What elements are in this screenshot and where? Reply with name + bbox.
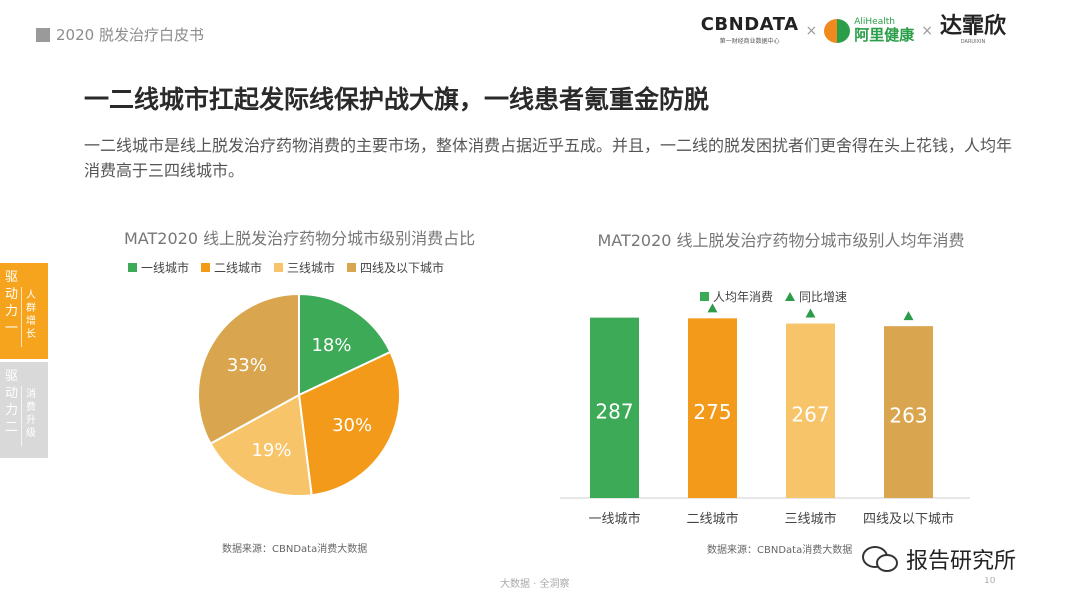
bar-legend-label: 人均年消费 [713,290,774,304]
header-label: 2020 脱发治疗白皮书 [36,24,204,45]
side-tab-driver-2[interactable]: 驱动力二 消费升级 [0,362,48,458]
legend-swatch-icon [128,263,137,272]
side-tab-main-label: 驱动力一 [5,270,19,336]
bar-legend-item: 同比增速 [785,288,847,305]
pie-slice [197,292,300,446]
pie-legend-item: 一线城市 [128,259,189,276]
side-tab-divider [21,287,22,347]
legend-swatch-icon [201,263,211,272]
pie-chart: 18% 30% 19% 33% [197,292,401,497]
logo-separator: × [805,22,818,39]
bar-chart: 287 一线城市 275 二线城市 267 三线城市 263 四线及以下城市 [560,303,970,527]
daruixin-logo-subtext: DARUIXIN [960,39,986,45]
pie-slice-label: 30% [332,415,372,436]
bar [884,326,933,498]
bar-legend: 人均年消费 同比增速 [700,288,859,305]
alihealth-logo-cn: 阿里健康 [854,25,915,44]
cbndata-logo-subtext: 第一财经商业数据中心 [719,38,780,45]
legend-swatch-icon [274,263,284,272]
pie-slice [297,350,401,497]
pie-legend-item: 四线及以下城市 [347,259,444,276]
alihealth-logo: AliHealth 阿里健康 [824,16,915,44]
growth-marker-triangle-icon [707,303,718,313]
bar-category-label: 四线及以下城市 [863,511,954,527]
pie-legend-label: 四线及以下城市 [360,261,445,275]
logo-separator: × [921,22,933,39]
logo-bar: CBNDATA 第一财经商业数据中心 × AliHealth 阿里健康 × 达霏… [700,14,1006,46]
bar-value-label: 275 [693,400,731,424]
page-description: 一二线城市是线上脱发治疗药物消费的主要市场，整体消费占据近乎五成。并且，一二线的… [84,136,1013,180]
bar-category-label: 二线城市 [686,511,738,527]
growth-marker-triangle-icon [903,311,914,321]
cbndata-logo-text: CBNDATA [700,14,799,35]
page-title: 一二线城市扛起发际线保护战大旗，一线患者氪重金防脱 [84,85,710,114]
header-text: 2020 脱发治疗白皮书 [56,26,204,44]
pie-legend-label: 三线城市 [287,261,336,275]
bar-category-label: 一线城市 [588,511,640,527]
pie-legend-label: 二线城市 [214,261,263,275]
pie-slice-label: 33% [227,355,267,376]
alihealth-logo-en: AliHealth [854,16,895,27]
side-tab-sub-label: 人群增长 [26,290,36,340]
bar [786,323,835,498]
data-source-left: 数据来源：CBNData消费大数据 [222,544,368,555]
triangle-up-icon [785,292,796,301]
side-tab-sub-label: 消费升级 [26,389,36,439]
side-tab-driver-1[interactable]: 驱动力一 人群增长 [0,263,48,359]
pie-legend-label: 一线城市 [141,261,190,275]
header-square-icon [36,27,50,42]
bar-legend-label: 同比增速 [799,290,848,304]
page-number: 10 [984,576,996,586]
pie-legend: 一线城市 二线城市 三线城市 四线及以下城市 [128,259,456,276]
bar-category-label: 三线城市 [784,511,836,527]
bar-value-label: 287 [595,399,633,423]
wechat-icon [862,546,898,572]
wechat-badge-text: 报告研究所 [906,549,1017,574]
daruixin-logo: 达霏欣 DARUIXIN [939,14,1006,46]
legend-swatch-icon [347,263,357,272]
data-source-right: 数据来源：CBNData消费大数据 [707,545,853,556]
bar-legend-item: 人均年消费 [700,288,773,305]
bar-value-label: 267 [791,402,829,426]
pie-slice [209,393,313,497]
pie-chart-title: MAT2020 线上脱发治疗药物分城市级别消费占比 [124,229,476,248]
pie-slice-label: 18% [311,335,351,356]
cbndata-logo: CBNDATA 第一财经商业数据中心 [700,14,799,46]
pie-slice-label: 19% [251,440,291,461]
pie-legend-item: 二线城市 [201,259,262,276]
growth-marker-triangle-icon [805,308,816,318]
side-tab-main-label: 驱动力二 [5,369,19,435]
alihealth-mark-icon [824,18,851,43]
bar [590,317,639,498]
wechat-badge: 报告研究所 [858,541,1021,577]
legend-swatch-icon [700,292,709,301]
pie-slice [298,292,392,397]
footer-tagline: 大数据 · 全洞察 [500,579,570,590]
bar-chart-title: MAT2020 线上脱发治疗药物分城市级别人均年消费 [597,231,965,250]
side-tab-divider [21,386,22,446]
daruixin-logo-text: 达霏欣 [939,14,1006,39]
pie-legend-item: 三线城市 [274,259,335,276]
bar-value-label: 263 [889,404,927,428]
bar [688,318,737,498]
